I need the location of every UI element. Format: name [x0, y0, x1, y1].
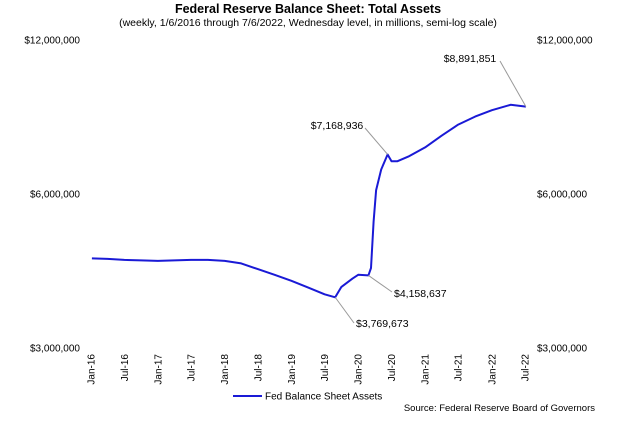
x-tick-label: Jul-19 [320, 354, 331, 382]
y-axis-right: $12,000,000 $6,000,000 $3,000,000 [537, 36, 593, 355]
y-axis-left: $12,000,000 $6,000,000 $3,000,000 [24, 36, 80, 355]
x-tick-label: Jan-19 [287, 354, 298, 385]
legend: Fed Balance Sheet Assets [233, 392, 382, 403]
y-tick-label-left: $6,000,000 [30, 190, 80, 201]
x-tick-label: Jul-17 [187, 354, 198, 382]
y-tick-label-left: $12,000,000 [24, 36, 80, 47]
x-tick-label: Jul-20 [387, 354, 398, 382]
x-tick-label: Jul-18 [253, 354, 264, 382]
source-note: Source: Federal Reserve Board of Governo… [404, 403, 595, 414]
x-tick-label: Jan-21 [421, 354, 432, 385]
chart-title: Federal Reserve Balance Sheet: Total Ass… [175, 2, 441, 16]
annotation-label: $8,891,851 [444, 53, 497, 65]
x-tick-label: Jan-17 [153, 354, 164, 385]
series-layer [91, 103, 527, 299]
annotation-leader [368, 275, 393, 293]
chart-subtitle: (weekly, 1/6/2016 through 7/6/2022, Wedn… [119, 17, 497, 29]
x-tick-label: Jul-21 [454, 354, 465, 382]
x-tick-label: Jan-16 [87, 354, 98, 385]
series-line [91, 103, 527, 299]
annotation-leader [499, 60, 527, 107]
y-tick-label-right: $6,000,000 [537, 190, 587, 201]
x-tick-label: Jan-22 [487, 354, 498, 385]
annotation-label: $7,168,936 [311, 120, 364, 132]
legend-label: Fed Balance Sheet Assets [265, 392, 382, 403]
annotation-layer: $8,891,851 $7,168,936 $4,158,637 $3,769,673 [311, 53, 527, 330]
x-tick-label: Jul-16 [120, 354, 131, 382]
x-axis: Jan-16 Jul-16 Jan-17 Jul-17 Jan-18 Jul-18 Jan-… [87, 354, 532, 385]
x-tick-label: Jan-18 [220, 354, 231, 385]
annotation-label: $3,769,673 [356, 318, 409, 330]
y-tick-label-right: $12,000,000 [537, 36, 593, 47]
y-tick-label-left: $3,000,000 [30, 344, 80, 355]
y-tick-label-right: $3,000,000 [537, 344, 587, 355]
annotation-leader [364, 127, 389, 155]
x-tick-label: Jul-22 [521, 354, 532, 382]
annotation-label: $4,158,637 [394, 288, 447, 300]
x-tick-label: Jan-20 [354, 354, 365, 385]
annotation-leader [334, 296, 355, 324]
